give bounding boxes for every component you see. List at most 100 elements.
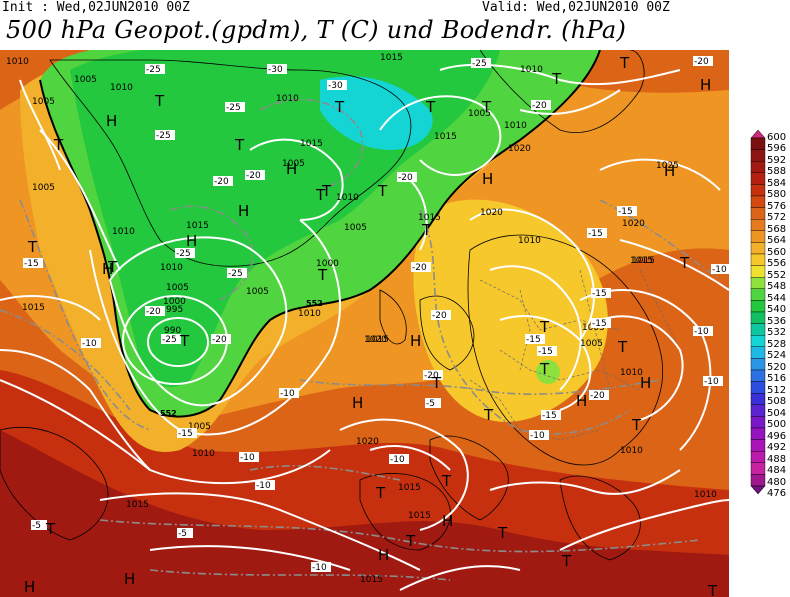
geopotential-label: 552 bbox=[160, 409, 177, 418]
pressure-label: 1015 bbox=[186, 221, 209, 231]
ridge-yellow bbox=[413, 199, 608, 422]
temp-label: -15 bbox=[538, 347, 553, 357]
low-marker: T bbox=[497, 524, 508, 542]
scale-level-label: 476 bbox=[767, 488, 787, 499]
low-marker: T bbox=[53, 136, 64, 154]
temp-label: -10 bbox=[256, 481, 271, 491]
scale-level-label: 496 bbox=[767, 430, 787, 442]
pressure-label: 1015 bbox=[366, 335, 389, 345]
temp-label: -15 bbox=[592, 289, 607, 299]
pressure-label: 1015 bbox=[360, 575, 383, 585]
high-marker: H bbox=[24, 578, 35, 596]
scale-swatch bbox=[750, 149, 766, 162]
scale-swatch bbox=[750, 451, 766, 464]
low-marker: T bbox=[154, 92, 165, 110]
scale-swatch bbox=[750, 218, 766, 231]
temp-label: -15 bbox=[618, 207, 633, 217]
scale-level-label: 516 bbox=[767, 373, 787, 385]
hot-field-south bbox=[0, 430, 729, 597]
pressure-label: 1000 bbox=[163, 297, 186, 307]
scale-swatch bbox=[750, 288, 766, 301]
temp-label: -10 bbox=[312, 563, 327, 573]
pressure-label: 1015 bbox=[300, 139, 323, 149]
temp-label: -20 bbox=[532, 101, 547, 111]
scale-swatch bbox=[750, 242, 766, 255]
temp-label: -10 bbox=[694, 327, 709, 337]
temp-label: -25 bbox=[472, 59, 487, 69]
color-scale-bar bbox=[750, 129, 766, 495]
scale-level-label: 572 bbox=[767, 212, 787, 224]
low-marker: T bbox=[234, 136, 245, 154]
scale-swatch bbox=[750, 276, 766, 289]
weather-map: 1010 1005 1010 1005 1005 1015 1010 1005 … bbox=[0, 50, 729, 597]
low-marker: T bbox=[179, 332, 190, 350]
scale-level-label: 492 bbox=[767, 442, 787, 454]
temp-label: -20 bbox=[694, 57, 709, 67]
pressure-label: 1015 bbox=[408, 511, 431, 521]
scale-swatch bbox=[750, 462, 766, 475]
temp-label: -15 bbox=[178, 429, 193, 439]
low-marker: T bbox=[561, 552, 572, 570]
pressure-label: 1025 bbox=[656, 161, 679, 171]
high-marker: H bbox=[640, 374, 651, 392]
temp-label: -25 bbox=[156, 131, 171, 141]
pressure-label: 1010 bbox=[160, 263, 183, 273]
low-marker: T bbox=[317, 266, 328, 284]
temp-label: -25 bbox=[176, 249, 191, 259]
scale-level-label: 520 bbox=[767, 361, 787, 373]
scale-level-label: 580 bbox=[767, 189, 787, 201]
low-marker: T bbox=[707, 582, 718, 597]
temp-label: -10 bbox=[712, 265, 727, 275]
high-marker: H bbox=[664, 162, 675, 180]
low-marker: T bbox=[617, 338, 628, 356]
pressure-label: 1010 bbox=[298, 309, 321, 319]
pressure-label: 1010 bbox=[620, 368, 643, 378]
scale-level-label: 560 bbox=[767, 246, 787, 258]
temp-label: -10 bbox=[530, 431, 545, 441]
scale-level-label: 592 bbox=[767, 154, 787, 166]
coastlines bbox=[0, 50, 663, 561]
pressure-label: 1020 bbox=[364, 335, 387, 345]
pressure-label: 1005 bbox=[188, 422, 211, 432]
low-marker: T bbox=[315, 186, 326, 204]
scale-swatch bbox=[750, 358, 766, 371]
scale-arrow-bottom bbox=[750, 485, 766, 495]
valid-time-label: Valid: Wed,02JUN2010 00Z bbox=[482, 0, 670, 15]
high-marker: H bbox=[352, 394, 363, 412]
color-scale bbox=[750, 129, 766, 518]
scale-swatch bbox=[750, 184, 766, 197]
geopotential-label: 552 bbox=[306, 299, 323, 308]
pressure-label: 990 bbox=[164, 326, 181, 336]
pressure-label: 1010 bbox=[620, 446, 643, 456]
temp-label: -30 bbox=[328, 81, 343, 91]
low-marker: T bbox=[481, 98, 492, 116]
low-marker: T bbox=[375, 484, 386, 502]
pressure-label: 1015 bbox=[22, 303, 45, 313]
temp-label: -20 bbox=[424, 371, 439, 381]
temp-label: -20 bbox=[432, 311, 447, 321]
temp-label: -15 bbox=[526, 335, 541, 345]
scale-level-label: 552 bbox=[767, 269, 787, 281]
scale-swatch bbox=[750, 416, 766, 429]
high-marker: H bbox=[700, 76, 711, 94]
pressure-label: 1010 bbox=[6, 57, 29, 67]
low-marker: T bbox=[441, 472, 452, 490]
temp-label: -25 bbox=[226, 103, 241, 113]
scale-level-label: 536 bbox=[767, 315, 787, 327]
low-marker: T bbox=[27, 238, 38, 256]
low-marker: T bbox=[631, 416, 642, 434]
low-marker: T bbox=[421, 221, 432, 239]
temp-label: -30 bbox=[268, 65, 283, 75]
pressure-label: 1010 bbox=[192, 449, 215, 459]
low-marker: T bbox=[377, 182, 388, 200]
scale-swatch bbox=[750, 195, 766, 208]
scale-level-label: 532 bbox=[767, 327, 787, 339]
temperature-labels: -25 -30 -25 -30 -25 -20 -25 -20 -20 -20 … bbox=[23, 56, 729, 573]
scale-swatch bbox=[750, 265, 766, 278]
low-marker: T bbox=[405, 532, 416, 550]
low-marker: T bbox=[334, 98, 345, 116]
scale-swatch bbox=[750, 334, 766, 347]
temp-label: -25 bbox=[228, 269, 243, 279]
low-marker: T bbox=[483, 406, 494, 424]
scale-level-label: 500 bbox=[767, 419, 787, 431]
